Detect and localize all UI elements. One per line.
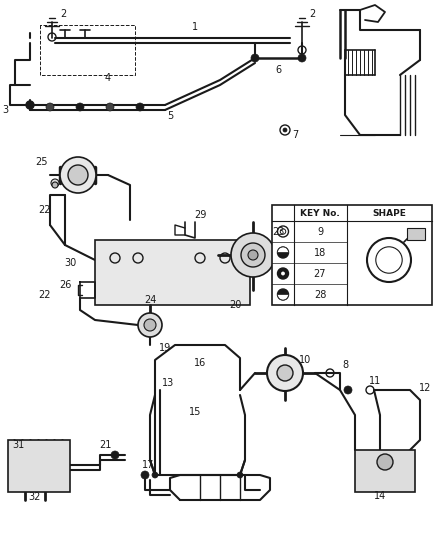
Circle shape <box>46 103 54 111</box>
Text: 27: 27 <box>313 269 325 279</box>
Circle shape <box>376 454 392 470</box>
Bar <box>8 440 70 492</box>
Circle shape <box>111 451 119 459</box>
Text: 25: 25 <box>35 157 48 167</box>
Text: 9: 9 <box>316 227 322 237</box>
Circle shape <box>343 386 351 394</box>
Text: 6: 6 <box>274 65 280 75</box>
Text: 30: 30 <box>64 258 76 268</box>
Text: 29: 29 <box>193 210 206 220</box>
Text: 10: 10 <box>298 355 311 365</box>
Text: 23: 23 <box>271 227 283 237</box>
Circle shape <box>141 471 148 479</box>
Circle shape <box>136 103 144 111</box>
Text: 5: 5 <box>166 111 173 121</box>
Circle shape <box>138 313 162 337</box>
Text: 13: 13 <box>162 378 174 388</box>
Text: 32: 32 <box>29 492 41 502</box>
Wedge shape <box>277 295 288 300</box>
Circle shape <box>279 229 285 234</box>
Text: 26: 26 <box>59 280 71 290</box>
Text: 22: 22 <box>39 290 51 300</box>
Text: 14: 14 <box>373 491 385 501</box>
Circle shape <box>280 272 284 276</box>
Circle shape <box>152 472 158 478</box>
Text: 2: 2 <box>308 9 314 19</box>
Text: 31: 31 <box>12 440 24 450</box>
Text: 12: 12 <box>418 383 430 393</box>
Circle shape <box>230 233 274 277</box>
Circle shape <box>144 319 155 331</box>
Circle shape <box>76 103 84 111</box>
Circle shape <box>60 157 96 193</box>
Circle shape <box>251 54 258 62</box>
Text: 8: 8 <box>341 360 347 370</box>
Text: 11: 11 <box>368 376 380 386</box>
Wedge shape <box>277 247 288 253</box>
Text: 21: 21 <box>99 440 111 450</box>
Circle shape <box>277 268 288 279</box>
Circle shape <box>26 101 34 109</box>
Circle shape <box>237 472 243 478</box>
Text: 18: 18 <box>313 247 325 257</box>
Circle shape <box>277 289 288 300</box>
Bar <box>95 240 249 305</box>
Text: 16: 16 <box>194 358 206 368</box>
Bar <box>354 450 414 492</box>
Text: 19: 19 <box>159 343 171 353</box>
Bar <box>406 228 424 240</box>
Circle shape <box>283 128 286 132</box>
Circle shape <box>277 247 288 258</box>
Text: 7: 7 <box>291 130 297 140</box>
Text: KEY No.: KEY No. <box>300 208 339 217</box>
Circle shape <box>240 243 265 267</box>
Text: 1: 1 <box>191 22 198 32</box>
Circle shape <box>276 365 292 381</box>
Text: SHAPE: SHAPE <box>371 208 405 217</box>
Circle shape <box>297 54 305 62</box>
Bar <box>272 205 431 305</box>
Text: 15: 15 <box>188 407 201 417</box>
Text: 4: 4 <box>105 73 111 83</box>
Circle shape <box>266 355 302 391</box>
Circle shape <box>247 250 258 260</box>
Text: 24: 24 <box>144 295 156 305</box>
Text: 3: 3 <box>2 105 8 115</box>
Circle shape <box>51 179 59 187</box>
Circle shape <box>68 165 88 185</box>
Text: 20: 20 <box>228 300 240 310</box>
Circle shape <box>277 226 288 237</box>
Circle shape <box>52 182 58 188</box>
Circle shape <box>106 103 114 111</box>
Text: 28: 28 <box>313 289 325 300</box>
Text: 2: 2 <box>60 9 66 19</box>
Text: 17: 17 <box>141 460 154 470</box>
Text: 22: 22 <box>39 205 51 215</box>
